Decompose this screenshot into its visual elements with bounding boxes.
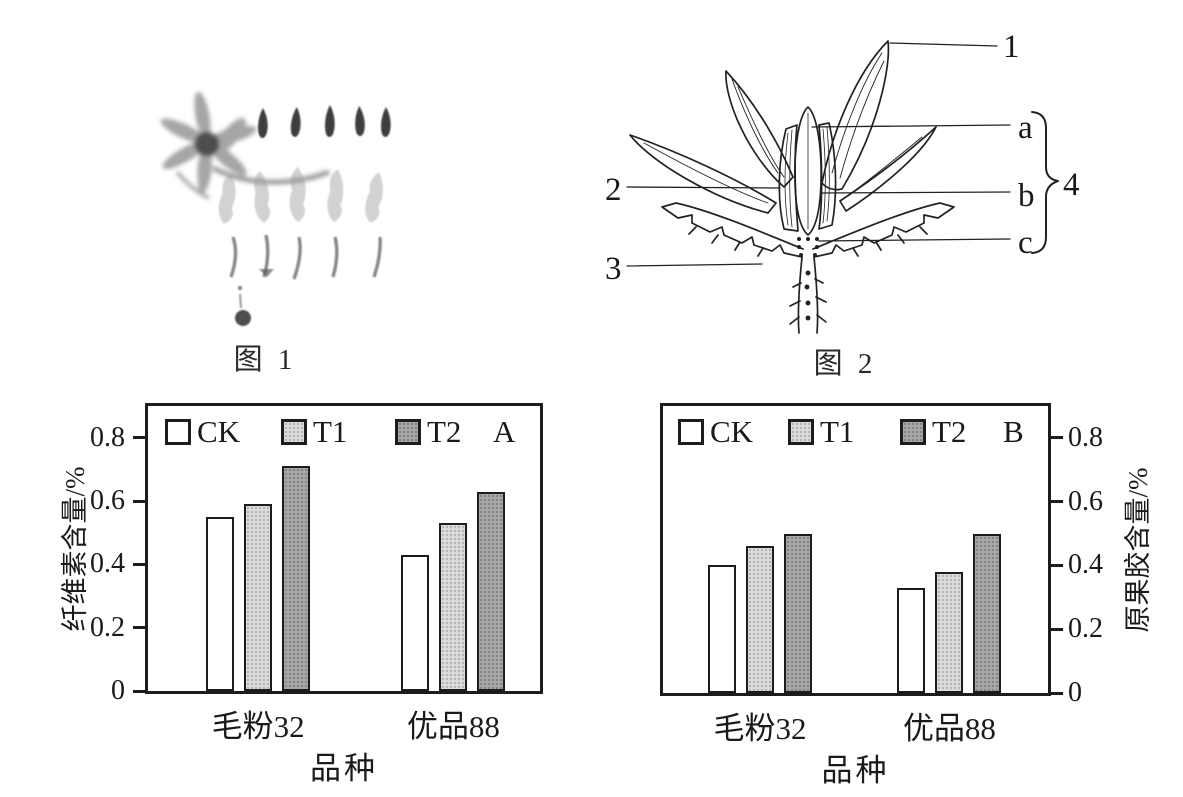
category-label: 毛粉32 bbox=[713, 711, 807, 746]
label-stamen: 2 bbox=[605, 172, 622, 208]
legend-swatch-T1 bbox=[788, 418, 814, 445]
chart-corner-label: B bbox=[1003, 414, 1024, 449]
y-tick bbox=[133, 436, 148, 440]
legend-item-T1: T1 bbox=[788, 416, 854, 447]
legend-item-CK: CK bbox=[678, 416, 753, 447]
label-style: b bbox=[1018, 178, 1035, 214]
pointer-line-1 bbox=[889, 42, 998, 47]
bar-优品88-T2 bbox=[477, 491, 506, 691]
chart-corner-label: A bbox=[493, 414, 516, 449]
y-tick-label: 0.2 bbox=[90, 611, 125, 643]
y-tick bbox=[1048, 563, 1063, 567]
pointer-lines bbox=[626, 42, 1011, 267]
figure-1-caption: 图 1 bbox=[233, 344, 297, 376]
bar-毛粉32-T1 bbox=[746, 546, 775, 693]
y-tick-label: 0.8 bbox=[1068, 421, 1103, 453]
bar-优品88-CK bbox=[401, 554, 430, 691]
bar-毛粉32-CK bbox=[206, 516, 235, 691]
pointer-line-c bbox=[818, 238, 1011, 242]
legend-label-T2: T2 bbox=[427, 414, 462, 449]
legend-item-CK: CK bbox=[165, 416, 240, 447]
sepals bbox=[661, 202, 955, 258]
bar-优品88-CK bbox=[897, 587, 926, 693]
y-axis-title: 原果胶含量/% bbox=[1123, 467, 1153, 632]
label-petal: 1 bbox=[1003, 29, 1020, 65]
legend-label-T2: T2 bbox=[932, 414, 967, 449]
legend-label-T1: T1 bbox=[313, 414, 348, 449]
y-tick bbox=[133, 562, 148, 566]
y-tick-label: 0.6 bbox=[90, 485, 125, 516]
pointer-line-2 bbox=[626, 186, 781, 189]
pointer-line-b bbox=[820, 191, 1011, 194]
y-tick bbox=[1048, 627, 1063, 631]
bar-毛粉32-T2 bbox=[784, 533, 813, 693]
pointer-line-a bbox=[811, 124, 1011, 128]
bar-毛粉32-T2 bbox=[282, 466, 311, 691]
bar-优品88-T1 bbox=[439, 523, 468, 691]
label-ovary: c bbox=[1018, 225, 1033, 261]
stamens bbox=[778, 122, 837, 232]
figure-2-caption: 图 2 bbox=[813, 348, 877, 380]
legend-label-T1: T1 bbox=[820, 414, 855, 449]
y-tick bbox=[1048, 691, 1063, 695]
legend-label-CK: CK bbox=[197, 414, 241, 449]
figure-2-diagram: 1 a 2 b c 3 4 bbox=[600, 15, 1090, 337]
y-tick bbox=[1048, 500, 1063, 504]
legend-swatch-T2 bbox=[900, 418, 926, 445]
legend-swatch-CK bbox=[678, 418, 704, 445]
pistil bbox=[235, 286, 251, 326]
legend-swatch-T2 bbox=[395, 418, 421, 445]
petal-row bbox=[218, 167, 383, 224]
category-label: 毛粉32 bbox=[211, 709, 305, 744]
y-tick-label: 0 bbox=[111, 675, 125, 706]
y-tick-label: 0.4 bbox=[90, 548, 125, 580]
legend-item-T1: T1 bbox=[281, 416, 347, 447]
y-tick bbox=[133, 499, 148, 503]
pointer-line-3 bbox=[626, 263, 763, 267]
label-sepal: 3 bbox=[605, 251, 622, 287]
y-tick bbox=[1048, 436, 1063, 440]
figure-1-photo bbox=[150, 60, 440, 336]
y-tick-label: 0.8 bbox=[90, 421, 125, 453]
bar-优品88-T2 bbox=[973, 533, 1002, 693]
label-stigma: a bbox=[1018, 110, 1033, 146]
y-tick-label: 0.2 bbox=[1068, 613, 1103, 645]
y-tick bbox=[133, 626, 148, 630]
stem bbox=[789, 256, 827, 334]
y-tick-label: 0.6 bbox=[1068, 485, 1103, 517]
bar-毛粉32-T1 bbox=[244, 504, 273, 691]
chart-B-protopectin: 0 0.2 0.4 0.6 0.8 毛粉32 优品88 品种 原果胶含量/% CK T1 T2 B bbox=[660, 403, 1153, 788]
legend-item-T2: T2 bbox=[900, 416, 966, 447]
x-axis-title: 品种 bbox=[821, 753, 890, 788]
sepal-row bbox=[258, 105, 391, 138]
legend-swatch-T1 bbox=[281, 418, 307, 445]
stamen-row bbox=[229, 234, 382, 280]
whole-flower bbox=[160, 91, 330, 200]
y-tick-label: 0 bbox=[1068, 677, 1082, 708]
legend-item-T2: T2 bbox=[395, 416, 461, 447]
y-tick bbox=[133, 689, 148, 693]
category-label: 优品88 bbox=[902, 711, 996, 746]
bar-毛粉32-CK bbox=[708, 565, 737, 693]
bar-优品88-T1 bbox=[935, 571, 964, 693]
y-axis-title: 纤维素含量/% bbox=[60, 466, 90, 631]
pistil bbox=[794, 106, 822, 257]
brace-4 bbox=[1031, 111, 1059, 254]
legend-label-CK: CK bbox=[710, 414, 754, 449]
category-label: 优品88 bbox=[406, 709, 500, 744]
legend-swatch-CK bbox=[165, 418, 191, 445]
x-axis-title: 品种 bbox=[310, 751, 378, 786]
flower-photo-illustration bbox=[160, 91, 391, 326]
stamen-base bbox=[259, 269, 274, 277]
flower-diagram: 1 a 2 b c 3 4 bbox=[605, 29, 1080, 334]
y-tick-label: 0.4 bbox=[1068, 549, 1103, 581]
chart-A-cellulose: 0 0.2 0.4 0.6 0.8 毛粉32 优品88 品种 纤维素含量/% CK T1 T2 A bbox=[60, 403, 543, 786]
label-pistil-group: 4 bbox=[1063, 167, 1080, 203]
